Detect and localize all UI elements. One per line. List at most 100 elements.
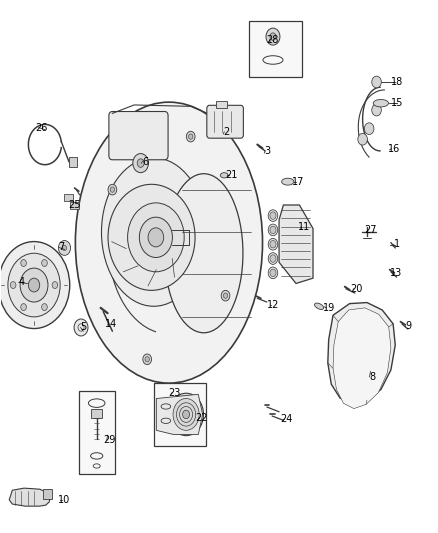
Text: 25: 25 <box>68 200 81 210</box>
Circle shape <box>270 269 276 277</box>
Circle shape <box>372 76 381 88</box>
Text: 1: 1 <box>393 239 399 249</box>
Circle shape <box>169 393 204 435</box>
Circle shape <box>270 33 276 41</box>
Text: 10: 10 <box>58 495 71 505</box>
Text: 29: 29 <box>103 435 116 446</box>
Text: 15: 15 <box>391 98 404 108</box>
Text: 21: 21 <box>225 171 237 180</box>
Text: 2: 2 <box>224 127 230 137</box>
Ellipse shape <box>314 303 324 310</box>
Text: 18: 18 <box>391 77 403 87</box>
Circle shape <box>137 159 144 167</box>
Circle shape <box>28 278 40 292</box>
Bar <box>70 203 79 209</box>
Ellipse shape <box>165 174 243 333</box>
Circle shape <box>173 399 199 430</box>
Circle shape <box>223 293 228 298</box>
Circle shape <box>177 403 196 426</box>
FancyBboxPatch shape <box>207 106 244 138</box>
Polygon shape <box>333 308 391 409</box>
Circle shape <box>183 410 190 419</box>
Circle shape <box>145 357 149 362</box>
Bar <box>64 195 73 201</box>
Text: 22: 22 <box>195 413 208 423</box>
Circle shape <box>372 104 381 116</box>
Circle shape <box>270 240 276 248</box>
Bar <box>43 489 52 499</box>
Text: 8: 8 <box>369 372 375 382</box>
Ellipse shape <box>220 173 228 178</box>
Ellipse shape <box>268 253 278 264</box>
Bar <box>79 391 115 474</box>
Text: 19: 19 <box>322 303 335 313</box>
Circle shape <box>108 184 117 195</box>
Ellipse shape <box>268 267 278 279</box>
Circle shape <box>358 133 367 145</box>
Circle shape <box>270 226 276 233</box>
Polygon shape <box>9 488 50 506</box>
Circle shape <box>42 260 47 266</box>
Ellipse shape <box>102 158 206 306</box>
Text: 28: 28 <box>266 35 278 45</box>
Circle shape <box>108 184 195 290</box>
Ellipse shape <box>373 100 389 107</box>
Text: 14: 14 <box>105 319 117 329</box>
Text: 11: 11 <box>298 222 310 232</box>
Text: 16: 16 <box>388 144 400 154</box>
Circle shape <box>62 245 67 251</box>
Circle shape <box>143 354 152 365</box>
Text: 13: 13 <box>390 268 403 278</box>
Text: 3: 3 <box>265 146 271 156</box>
Circle shape <box>270 212 276 219</box>
Polygon shape <box>279 205 313 284</box>
Ellipse shape <box>268 224 278 236</box>
Text: 24: 24 <box>280 414 293 424</box>
Circle shape <box>133 154 148 173</box>
Text: 6: 6 <box>142 157 148 166</box>
Ellipse shape <box>75 102 262 383</box>
Circle shape <box>20 268 48 302</box>
Bar <box>69 157 77 167</box>
Text: 27: 27 <box>364 225 377 236</box>
Bar <box>154 383 206 446</box>
Ellipse shape <box>268 238 278 250</box>
Circle shape <box>110 187 115 192</box>
Text: 4: 4 <box>18 277 25 287</box>
Circle shape <box>180 407 193 422</box>
Circle shape <box>186 131 195 142</box>
Circle shape <box>74 319 88 336</box>
Circle shape <box>58 240 71 255</box>
Text: 23: 23 <box>169 387 181 398</box>
Text: 5: 5 <box>80 322 86 333</box>
Bar <box>250 21 302 77</box>
Circle shape <box>270 255 276 262</box>
Circle shape <box>52 281 58 288</box>
Circle shape <box>21 260 26 266</box>
Text: 17: 17 <box>292 176 304 187</box>
Circle shape <box>148 228 164 247</box>
Text: 20: 20 <box>350 284 362 294</box>
Circle shape <box>266 28 280 45</box>
Circle shape <box>188 134 193 139</box>
Text: 26: 26 <box>35 123 48 133</box>
Circle shape <box>364 123 374 134</box>
Polygon shape <box>156 394 203 434</box>
Bar <box>92 409 102 418</box>
Circle shape <box>139 217 173 257</box>
Text: 9: 9 <box>405 321 411 331</box>
Circle shape <box>221 290 230 301</box>
Circle shape <box>127 203 184 272</box>
Circle shape <box>8 253 60 317</box>
Circle shape <box>0 241 70 328</box>
Circle shape <box>21 304 26 311</box>
Circle shape <box>42 304 47 311</box>
Polygon shape <box>328 303 395 403</box>
Text: 7: 7 <box>58 243 64 253</box>
Ellipse shape <box>268 210 278 221</box>
Ellipse shape <box>282 178 294 185</box>
Bar <box>216 101 227 109</box>
Circle shape <box>11 281 16 288</box>
Text: 12: 12 <box>267 300 279 310</box>
FancyBboxPatch shape <box>109 111 168 160</box>
